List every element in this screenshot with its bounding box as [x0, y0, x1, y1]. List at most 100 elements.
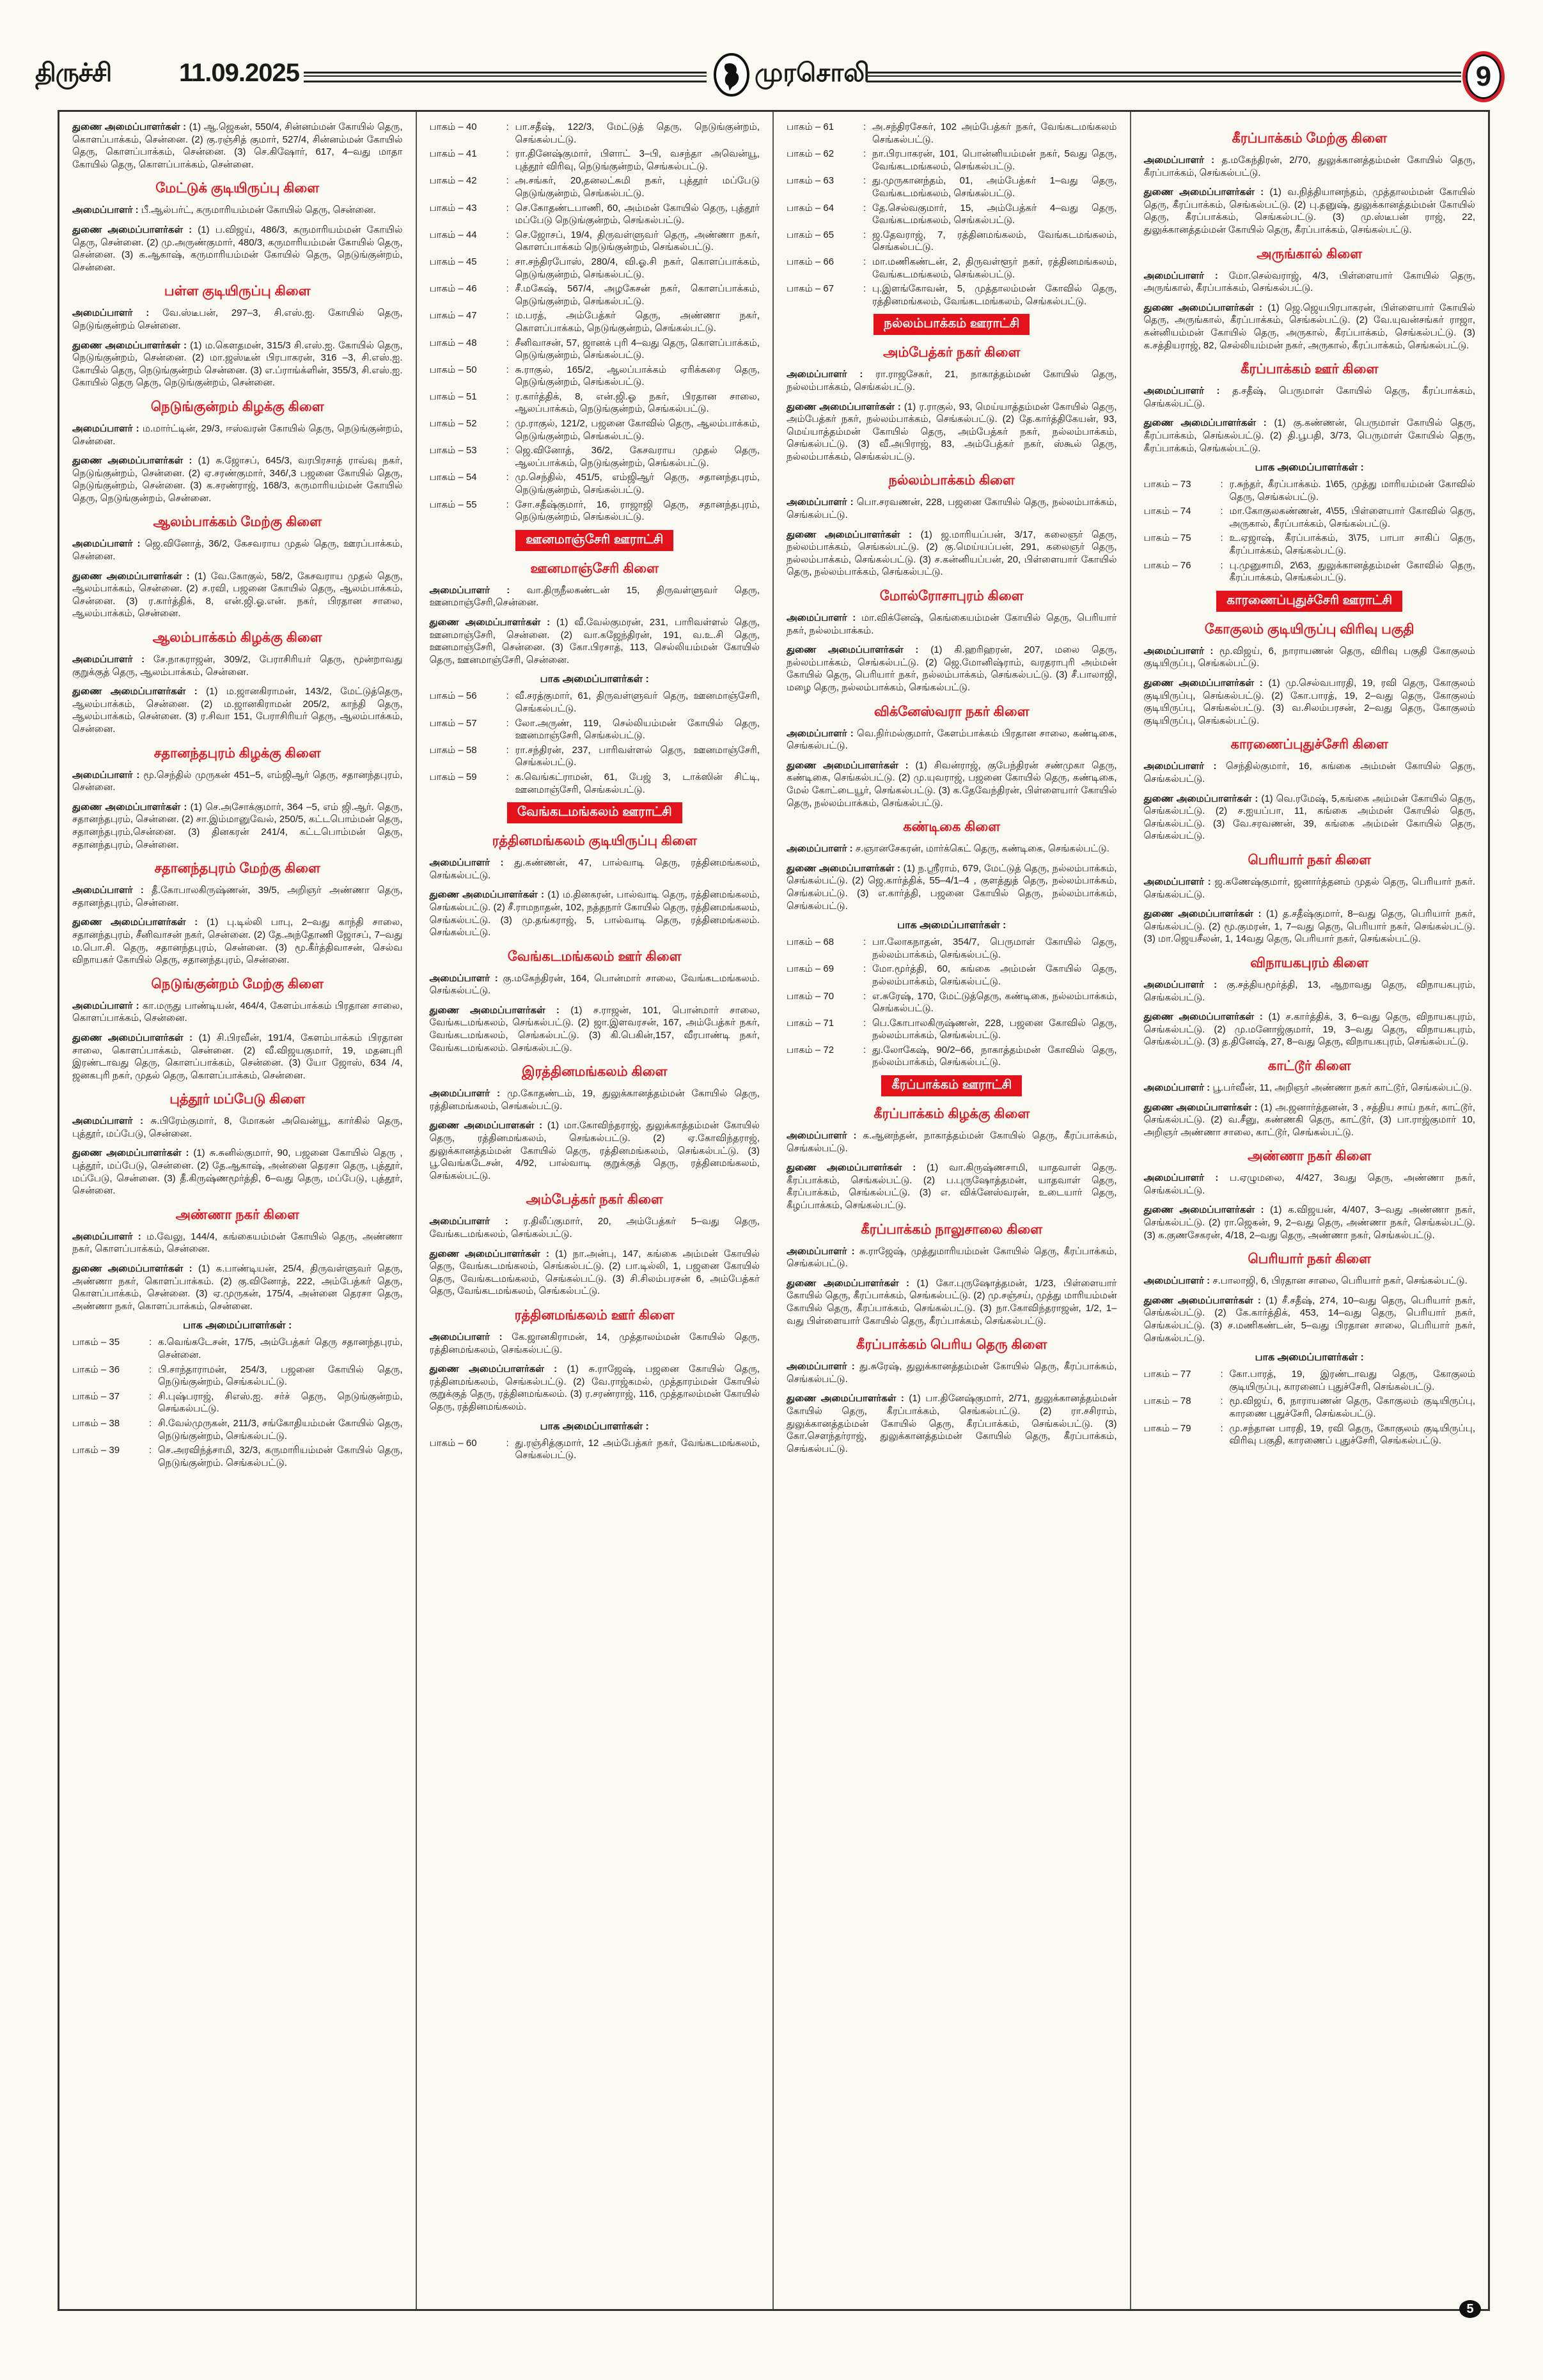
booth-prefix: பாகம் – [429, 229, 464, 240]
booth-number: பாகம் – 54 [430, 471, 506, 496]
entry-label: அமைப்பாளர் : [1143, 979, 1218, 990]
entry-label: துணை அமைப்பாளர்கள் : [787, 1162, 916, 1174]
entry-label: துணை அமைப்பாளர்கள் : [1143, 1011, 1263, 1023]
entry-text: சு.ராஜேஷ், முத்துமாரியம்மன் கோயில் தெரு,… [787, 1245, 1117, 1270]
panchayat-banner-label: காரணைப்புதுச்சேரி ஊராட்சி [1216, 590, 1403, 612]
entry-label: துணை அமைப்பாளர்கள் : [1143, 1295, 1261, 1306]
entry-label: துணை அமைப்பாளர்கள் : [1143, 302, 1263, 313]
entry-label: துணை அமைப்பாளர்கள் : [72, 1032, 193, 1043]
entry-text: (1) செ.அசோக்குமார், 364 –5, எம் ஜி.ஆர். … [72, 801, 403, 850]
booth-organiser: செ.கோதண்டபாணி, 60, அம்மன் கோயில் தெரு, ப… [515, 202, 760, 226]
entry-text: ர.திலீப்குமார், 20, அம்பேத்கர் 5–வது தெர… [429, 1216, 760, 1240]
booth-organiser: சீ.மகேஷ், 567/4, அழகேசன் நகர், கொளப்பாக்… [515, 283, 760, 307]
booth-prefix: பாகம் – [429, 744, 464, 756]
entry-text: (1) சிவன்ராஜ், குபேந்திரன் சண்முகா தெரு,… [787, 759, 1117, 809]
booth-entry: பாகம் – 37: சி.புஷ்பராஜ், சிஎஸ்.ஐ. சர்ச் … [72, 1390, 403, 1415]
deputy-organisers-entry: துணை அமைப்பாளர்கள் : (1) நா.அன்பு, 147, … [430, 1248, 760, 1298]
booth-organiser: து.முருகானந்தம், 01, அம்பேத்கர் 1–வது தெ… [872, 175, 1117, 199]
booth-colon: : [863, 937, 866, 948]
booth-entry: பாகம் – 52: மு.ராகுல், 121/2, பஜனை கோவில்… [430, 417, 760, 442]
booth-organiser: தே.செல்வகுமார், 15, அம்பேத்கர் 4–வது தெர… [872, 202, 1117, 226]
deputy-organisers-entry: துணை அமைப்பாளர்கள் : (1) வா.கிருஷ்ணசாமி,… [787, 1162, 1117, 1211]
booth-organiser: ர.கார்த்திக், 8, என்.ஜி.ஓ நகர், பிரதான ச… [515, 391, 760, 415]
booth-no: 71 [823, 1017, 834, 1029]
booth-no: 36 [109, 1364, 120, 1375]
entry-text: (1) நா.அன்பு, 147, கங்கை அம்மன் கோயில் த… [429, 1248, 760, 1297]
booth-organiser: எ.சுரேஷ், 170, மேட்டுத்தெரு, கண்டிகை, நல… [872, 990, 1117, 1015]
entry-text: (1) த.சதீஷ்குமார், 8–வது தெரு, பெரியார் … [1143, 908, 1476, 945]
organiser-entry: அமைப்பாளர் : மூ.செந்தில் முருகன் 451–5, … [72, 769, 403, 794]
booth-no: 72 [823, 1044, 834, 1055]
booth-colon: : [1220, 533, 1223, 544]
booth-colon: : [1220, 1396, 1223, 1407]
booth-colon: : [506, 391, 509, 402]
entry-label: துணை அமைப்பாளர்கள் : [1143, 678, 1263, 689]
entry-label: துணை அமைப்பாளர்கள் : [1143, 417, 1267, 429]
booth-no: 45 [466, 256, 477, 267]
branch-heading: அம்பேத்கர் நகர் கிளை [526, 1192, 663, 1208]
entry-text: (1) சீ.சதீஷ், 274, 10–வது தெரு, பெரியார்… [1143, 1295, 1476, 1344]
entry-text: ஜெ.வினோத், 36/2, கேசவராய முதல் தெரு, ஊரப… [72, 538, 403, 563]
booth-colon: : [506, 337, 509, 348]
entry-text: (1) ஜெ.ஜெயபிரபாகரன், பிள்ளையார் கோயில் த… [1143, 302, 1476, 351]
branch-heading: கீரப்பாக்கம் நாலுசாலை கிளை [861, 1222, 1043, 1237]
booth-colon: : [149, 1390, 152, 1402]
branch-heading: மேட்டுக் குடியிருப்பு கிளை [155, 181, 320, 196]
entry-text: (1) மா.கோவிந்தராஜ், துலுக்காத்தம்மன் கோய… [429, 1120, 760, 1181]
organiser-entry: அமைப்பாளர் : ரா.ராஜசேகர், 21, நாகாத்தம்ம… [787, 368, 1117, 393]
entry-text: ஜ.கணேஷ்குமார், ஜனார்த்தனம் முதல் தெரு, ப… [1143, 876, 1476, 900]
entry-text: பீ.ஆல்பர்ட், கருமாரியம்மன் கோயில் தெரு, … [141, 205, 376, 216]
entry-text: (1) க.பாண்டியன், 25/4, திருவள்ளுவர் தெரு… [72, 1263, 403, 1312]
entry-label: அமைப்பாளர் : [72, 1116, 143, 1127]
booth-number: பாகம் – 64 [787, 202, 863, 227]
booth-prefix: பாகம் – [787, 121, 821, 132]
booth-number: பாகம் – 72 [787, 1044, 863, 1069]
booth-colon: : [506, 744, 509, 756]
entry-label: அமைப்பாளர் : [787, 1130, 857, 1142]
entry-label: அமைப்பாளர் : [787, 369, 863, 380]
booth-entry: பாகம் – 55: சோ.சதீஷ்குமார், 16, ராஜாஜி தெ… [430, 499, 760, 524]
booth-prefix: பாகம் – [72, 1364, 107, 1375]
booth-entry: பாகம் – 77: கோ.பாரத், 19, இரண்டாவது தெரு,… [1144, 1368, 1476, 1393]
booth-no: 63 [823, 175, 834, 187]
entry-label: அமைப்பாளர் : [1143, 385, 1220, 397]
booth-entry: பாகம் – 36: பி.சாந்தாராமன், 254/3, பஜனை க… [72, 1364, 403, 1388]
booth-prefix: பாகம் – [72, 1417, 107, 1429]
organiser-entry: அமைப்பாளர் : ச.பாலாஜி, 6, பிரதான சாலை, ப… [1144, 1275, 1476, 1287]
entry-text: ச.ஞானசேகரன், மார்க்கெட் தெரு, கண்டிகை, ச… [855, 843, 1109, 855]
booth-organisers-heading: பாக அமைப்பாளர்கள் : [897, 920, 1006, 931]
booth-no: 47 [466, 310, 477, 322]
deputy-organisers-entry: துணை அமைப்பாளர்கள் : (1) சு.சுனில்குமார்… [72, 1147, 403, 1197]
branch-heading: ரத்தினமங்கலம் குடியிருப்பு கிளை [492, 834, 697, 849]
booth-entry: பாகம் – 68: பா.லோகநாதன், 354/7, பெருமாள் … [787, 936, 1117, 961]
entry-label: துணை அமைப்பாளர்கள் : [72, 570, 190, 582]
booth-entry: பாகம் – 71: பெ.கோபாலகிருஷ்ணன், 228, பஜனை … [787, 1017, 1117, 1042]
booth-no: 60 [466, 1437, 477, 1449]
entry-text: ரா.ராஜசேகர், 21, நாகாத்தம்மன் கோயில் தெர… [787, 369, 1117, 393]
booth-number: பாகம் – 55 [430, 499, 506, 524]
booth-entry: பாகம் – 67: பு.இளங்கோவன், 5, முத்தாலம்மன்… [787, 283, 1117, 307]
entry-label: துணை அமைப்பாளர்கள் : [1143, 908, 1262, 920]
booth-entry: பாகம் – 74: மா.கோகுலகண்ணன், 4\55, பிள்ளைய… [1144, 505, 1476, 530]
booth-prefix: பாகம் – [429, 472, 464, 483]
entry-text: த.மகேந்திரன், 2/70, துலுக்கானத்தம்மன் கோ… [1143, 155, 1476, 178]
panchayat-banner: கீரப்பாக்கம் ஊராட்சி [787, 1075, 1117, 1097]
booth-organiser: பு.இளங்கோவன், 5, முத்தாலம்மன் கோவில் தெர… [872, 283, 1117, 307]
booth-number: பாகம் – 39 [72, 1444, 149, 1469]
organiser-entry: அமைப்பாளர் : ம.மார்ட்டின், 29/3, ஈஸ்வரன்… [72, 423, 403, 447]
booth-prefix: பாகம் – [429, 202, 464, 214]
branch-heading: பெரியார் நகர் கிளை [1248, 852, 1372, 867]
entry-label: அமைப்பாளர் : [1143, 761, 1217, 772]
booth-entry: பாகம் – 41: ரா.தினேஷ்குமார், பிளாட் 3–பி,… [430, 148, 760, 173]
booth-entry: பாகம் – 40: பா.சதீஷ், 122/3, மேட்டுத் தெர… [430, 121, 760, 146]
booth-entry: பாகம் – 43: செ.கோதண்டபாணி, 60, அம்மன் கோய… [430, 202, 760, 227]
booth-number: பாகம் – 36 [72, 1364, 149, 1388]
branch-heading: விநாயகபுரம் கிளை [1250, 955, 1369, 970]
booth-organiser: நா.பிரபாகரன், 101, பொன்னியம்மன் நகர், 5வ… [872, 148, 1117, 172]
booth-colon: : [506, 418, 509, 430]
organiser-entry: அமைப்பாளர் : ம.வேலு, 144/4, கங்கையம்மன் … [72, 1231, 403, 1256]
organiser-entry: அமைப்பாளர் : மூ.விஜய், 6, நாராயணன் தெரு,… [1144, 645, 1476, 670]
booth-number: பாகம் – 63 [787, 175, 863, 199]
entry-label: துணை அமைப்பாளர்கள் : [72, 917, 198, 928]
booth-organiser: சீனிவாசன், 57, ஜானக் புரி 4–வது தெரு, கொ… [515, 337, 760, 361]
